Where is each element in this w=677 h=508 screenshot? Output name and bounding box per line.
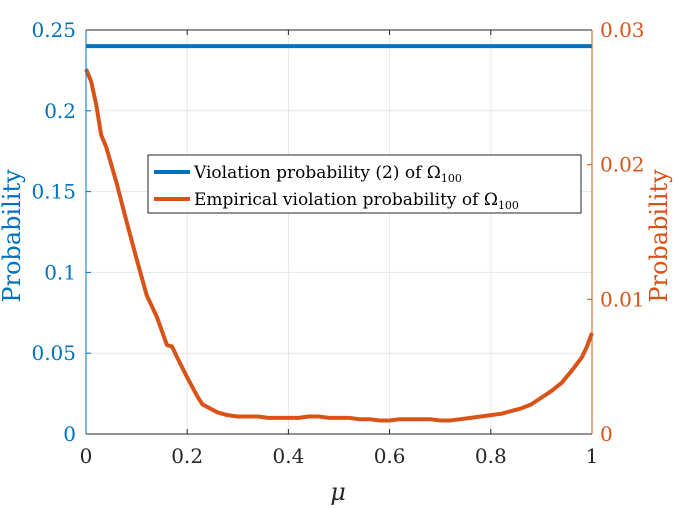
y-right-tick-label: 0.03 (600, 18, 645, 42)
y-left-tick-label: 0.1 (44, 260, 76, 284)
y-axis-label-left: Probability (0, 169, 26, 303)
legend-label-empirical: Empirical violation probability of Ω100 (194, 190, 519, 212)
y-right-tick-label: 0.02 (600, 153, 645, 177)
x-axis-label: μ (330, 478, 346, 506)
legend-label-violation: Violation probability (2) of Ω100 (193, 163, 462, 185)
tick-labels: 0 0.2 0.4 0.6 0.8 100.050.10.150.20.2500.010.… (31, 18, 644, 468)
legend-box (147, 154, 582, 214)
series-layer (84, 44, 594, 423)
y-left-tick-label: 0.05 (31, 341, 76, 365)
axes (85, 29, 593, 435)
y-left-tick-label: 0 (63, 422, 76, 446)
y-right-tick-label: 0.01 (600, 287, 645, 311)
x-tick-label: 0.8 (475, 444, 507, 468)
y-left-tick-label: 0.2 (44, 99, 76, 123)
legend: Violation probability (2) of Ω100 Empiri… (147, 154, 582, 214)
y-left-tick-label: 0.15 (31, 180, 76, 204)
y-left-tick-label: 0.25 (31, 18, 76, 42)
y-right-tick-label: 0 (600, 422, 613, 446)
grid-lines (85, 29, 593, 435)
x-tick-label: 1 (586, 444, 599, 468)
x-tick-label: 0 (80, 444, 93, 468)
plot-area (86, 30, 592, 434)
y-axis-label-right: Probability (645, 169, 673, 303)
x-tick-label: 0.2 (171, 444, 203, 468)
series-line-empirical (84, 68, 594, 423)
x-tick-label: 0.4 (272, 444, 304, 468)
x-tick-label: 0.6 (374, 444, 406, 468)
